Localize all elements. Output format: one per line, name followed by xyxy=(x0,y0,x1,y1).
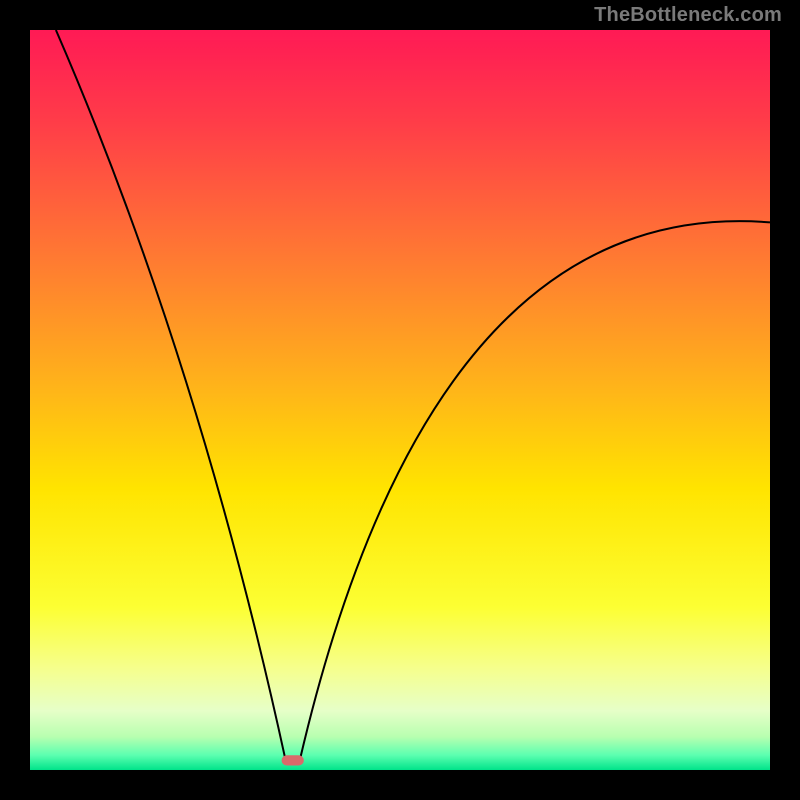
optimal-point-marker xyxy=(282,755,304,765)
bottleneck-plot xyxy=(30,30,770,770)
gradient-background xyxy=(30,30,770,770)
watermark-text: TheBottleneck.com xyxy=(594,4,782,27)
figure-container: TheBottleneck.com xyxy=(0,0,800,800)
